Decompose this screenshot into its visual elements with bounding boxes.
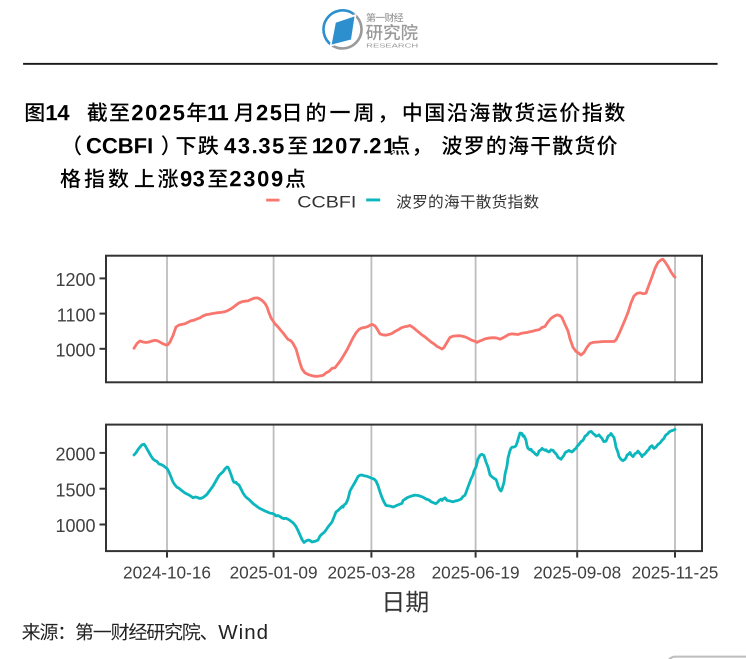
svg-text:CCBFI: CCBFI <box>297 194 356 212</box>
svg-text:Wind: Wind <box>218 621 269 644</box>
svg-text:2025-03-28: 2025-03-28 <box>327 563 415 583</box>
svg-text:1000: 1000 <box>55 516 95 536</box>
svg-text:2024-10-16: 2024-10-16 <box>123 563 211 583</box>
svg-text:2025-09-08: 2025-09-08 <box>533 563 621 583</box>
svg-text:2000: 2000 <box>55 445 95 465</box>
svg-text:RESEARCH: RESEARCH <box>366 44 418 50</box>
svg-text:2025-01-09: 2025-01-09 <box>230 563 318 583</box>
svg-text:1100: 1100 <box>57 305 96 325</box>
svg-text:1500: 1500 <box>55 480 95 500</box>
svg-text:1200: 1200 <box>55 270 95 290</box>
svg-text:2025-11-25: 2025-11-25 <box>632 563 719 583</box>
svg-text:1000: 1000 <box>55 341 95 361</box>
svg-text:2025-06-19: 2025-06-19 <box>432 563 520 583</box>
